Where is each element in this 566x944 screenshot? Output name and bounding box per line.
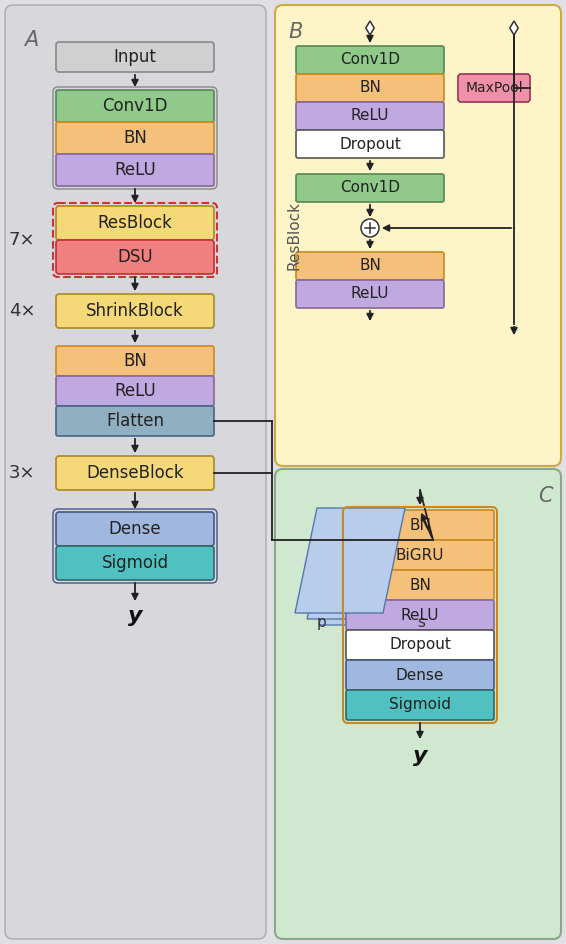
Text: y: y — [413, 746, 427, 766]
FancyBboxPatch shape — [346, 660, 494, 690]
FancyBboxPatch shape — [56, 346, 214, 376]
Text: A: A — [24, 30, 38, 50]
Text: ReLU: ReLU — [351, 109, 389, 124]
Text: BN: BN — [409, 517, 431, 532]
Text: ResBlock: ResBlock — [97, 214, 173, 232]
FancyBboxPatch shape — [56, 376, 214, 406]
Text: Conv1D: Conv1D — [340, 180, 400, 195]
Text: Conv1D: Conv1D — [340, 53, 400, 68]
Text: 3×: 3× — [8, 464, 35, 482]
FancyBboxPatch shape — [346, 630, 494, 660]
FancyBboxPatch shape — [56, 154, 214, 186]
FancyBboxPatch shape — [56, 90, 214, 122]
FancyBboxPatch shape — [346, 510, 494, 540]
FancyBboxPatch shape — [296, 252, 444, 280]
Text: Input: Input — [114, 48, 156, 66]
FancyBboxPatch shape — [346, 600, 494, 630]
Text: DenseBlock: DenseBlock — [86, 464, 184, 482]
FancyBboxPatch shape — [56, 406, 214, 436]
FancyBboxPatch shape — [56, 512, 214, 546]
Text: 4×: 4× — [8, 302, 35, 320]
FancyBboxPatch shape — [296, 102, 444, 130]
Text: Conv1D: Conv1D — [102, 97, 168, 115]
FancyBboxPatch shape — [346, 690, 494, 720]
Text: Sigmoid: Sigmoid — [389, 698, 451, 713]
FancyBboxPatch shape — [56, 456, 214, 490]
FancyBboxPatch shape — [458, 74, 530, 102]
Text: ResBlock: ResBlock — [286, 201, 302, 270]
FancyBboxPatch shape — [296, 174, 444, 202]
Text: BN: BN — [359, 259, 381, 274]
Text: BN: BN — [409, 578, 431, 593]
Text: BN: BN — [123, 352, 147, 370]
Polygon shape — [319, 520, 429, 625]
Text: ShrinkBlock: ShrinkBlock — [86, 302, 184, 320]
FancyBboxPatch shape — [296, 46, 444, 74]
Text: y: y — [128, 606, 142, 626]
Text: Sigmoid: Sigmoid — [101, 554, 169, 572]
FancyBboxPatch shape — [56, 294, 214, 328]
Text: DSU: DSU — [117, 248, 153, 266]
FancyBboxPatch shape — [56, 42, 214, 72]
Polygon shape — [366, 21, 374, 35]
Text: 7×: 7× — [8, 231, 35, 249]
Text: ReLU: ReLU — [114, 161, 156, 179]
Text: Dropout: Dropout — [389, 637, 451, 652]
Circle shape — [361, 219, 379, 237]
FancyBboxPatch shape — [296, 280, 444, 308]
FancyBboxPatch shape — [275, 5, 561, 466]
FancyBboxPatch shape — [296, 130, 444, 158]
FancyBboxPatch shape — [346, 540, 494, 570]
Text: Dropout: Dropout — [339, 137, 401, 151]
FancyBboxPatch shape — [296, 74, 444, 102]
Text: ReLU: ReLU — [401, 608, 439, 622]
Text: Dense: Dense — [109, 520, 161, 538]
Text: BN: BN — [359, 80, 381, 95]
FancyBboxPatch shape — [56, 122, 214, 154]
FancyBboxPatch shape — [5, 5, 266, 939]
Text: p: p — [316, 615, 326, 630]
FancyBboxPatch shape — [56, 240, 214, 274]
Text: BN: BN — [123, 129, 147, 147]
Text: Dense: Dense — [396, 667, 444, 683]
FancyBboxPatch shape — [346, 570, 494, 600]
Text: s: s — [417, 615, 425, 630]
Text: B: B — [288, 22, 302, 42]
FancyBboxPatch shape — [56, 206, 214, 240]
FancyBboxPatch shape — [275, 469, 561, 939]
Text: Flatten: Flatten — [106, 412, 164, 430]
Text: ReLU: ReLU — [114, 382, 156, 400]
FancyBboxPatch shape — [56, 546, 214, 580]
Text: MaxPool: MaxPool — [465, 81, 523, 95]
Polygon shape — [510, 21, 518, 35]
Polygon shape — [307, 514, 417, 619]
Text: ReLU: ReLU — [351, 286, 389, 301]
Polygon shape — [295, 508, 405, 613]
Text: BiGRU: BiGRU — [396, 548, 444, 563]
Text: C: C — [538, 486, 552, 506]
